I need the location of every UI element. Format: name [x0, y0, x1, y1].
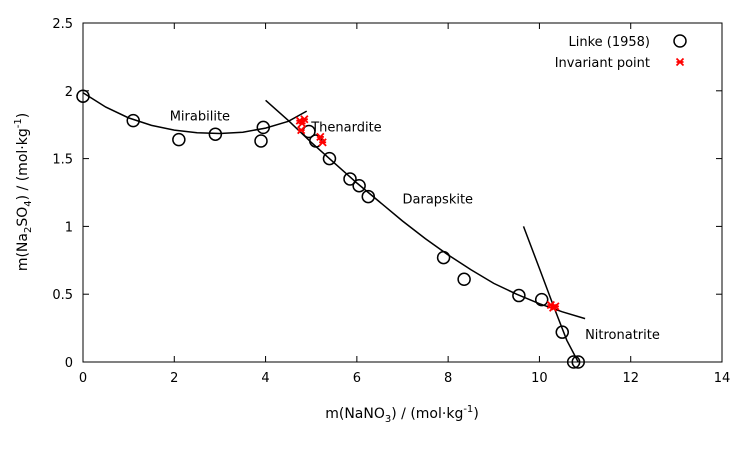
y-tick-label: 0.5 — [52, 288, 73, 303]
x-tick-label: 0 — [79, 371, 87, 386]
data-point-linke — [256, 120, 271, 135]
legend: Linke (1958) Invariant point — [555, 34, 687, 71]
annotation-mirabilite: Mirabilite — [170, 110, 230, 125]
data-point-invariant — [316, 132, 325, 142]
legend-marker-asterisk — [675, 57, 685, 67]
data-point-linke — [361, 189, 376, 204]
x-axis-label: m(NaNO3) / (mol·kg-1) — [325, 404, 479, 425]
data-point-linke — [172, 132, 186, 147]
data-point-linke — [571, 355, 585, 369]
data-point-linke — [76, 89, 90, 103]
y-tick-label: 2 — [65, 85, 73, 100]
annotations: Mirabilite Thenardite Darapskite Nitronatri… — [170, 110, 660, 343]
data-point-linke — [555, 325, 569, 339]
y-tick-label: 1.5 — [52, 153, 73, 168]
data-point-linke — [534, 292, 549, 307]
x-tick-label: 6 — [353, 371, 361, 386]
y-tick-label: 1 — [65, 220, 73, 235]
data-point-linke — [512, 288, 526, 303]
curve-mirabilite — [82, 92, 308, 135]
legend-marker-circle — [673, 34, 687, 48]
y-tick-label: 2.5 — [52, 17, 73, 32]
y-axis-label: m(Na2SO4) / (mol·kg-1) — [13, 113, 34, 271]
data-point-linke — [343, 172, 357, 186]
x-tick-label: 4 — [261, 371, 269, 386]
data-point-invariant — [297, 125, 306, 135]
legend-label-linke: Linke (1958) — [568, 35, 650, 50]
legend-label-invariant: Invariant point — [555, 56, 650, 71]
x-tick-label: 2 — [170, 371, 178, 386]
x-tick-label: 10 — [531, 371, 548, 386]
plot-frame — [82, 22, 723, 363]
x-tick-label: 12 — [622, 371, 639, 386]
data-point-linke — [352, 178, 366, 193]
data-point-linke — [566, 355, 581, 369]
data-point-linke — [126, 113, 140, 128]
curve-nitronatrite — [522, 226, 579, 363]
data-point-linke — [322, 151, 337, 166]
data-point-invariant — [318, 138, 327, 147]
x-tick-label: 8 — [444, 371, 452, 386]
data-point-linke — [457, 272, 471, 287]
data-point-invariant — [297, 119, 307, 128]
annotation-thenardite: Thenardite — [310, 120, 381, 135]
data-point-linke — [254, 134, 268, 148]
data-point-invariant — [300, 115, 309, 124]
data-point-linke — [208, 127, 223, 141]
data-point-invariant — [548, 303, 558, 312]
data-point-linke — [436, 250, 451, 265]
axis-ticks: 0 2 4 6 8 10 12 14 0 0.5 1 1.5 2 2.5 — [52, 17, 730, 386]
curve-thenardite — [265, 99, 586, 320]
annotation-nitronatrite: Nitronatrite — [585, 328, 660, 343]
data-points — [76, 89, 585, 369]
annotation-darapskite: Darapskite — [403, 192, 474, 207]
y-tick-label: 0 — [65, 356, 73, 371]
x-tick-label: 14 — [714, 371, 731, 386]
